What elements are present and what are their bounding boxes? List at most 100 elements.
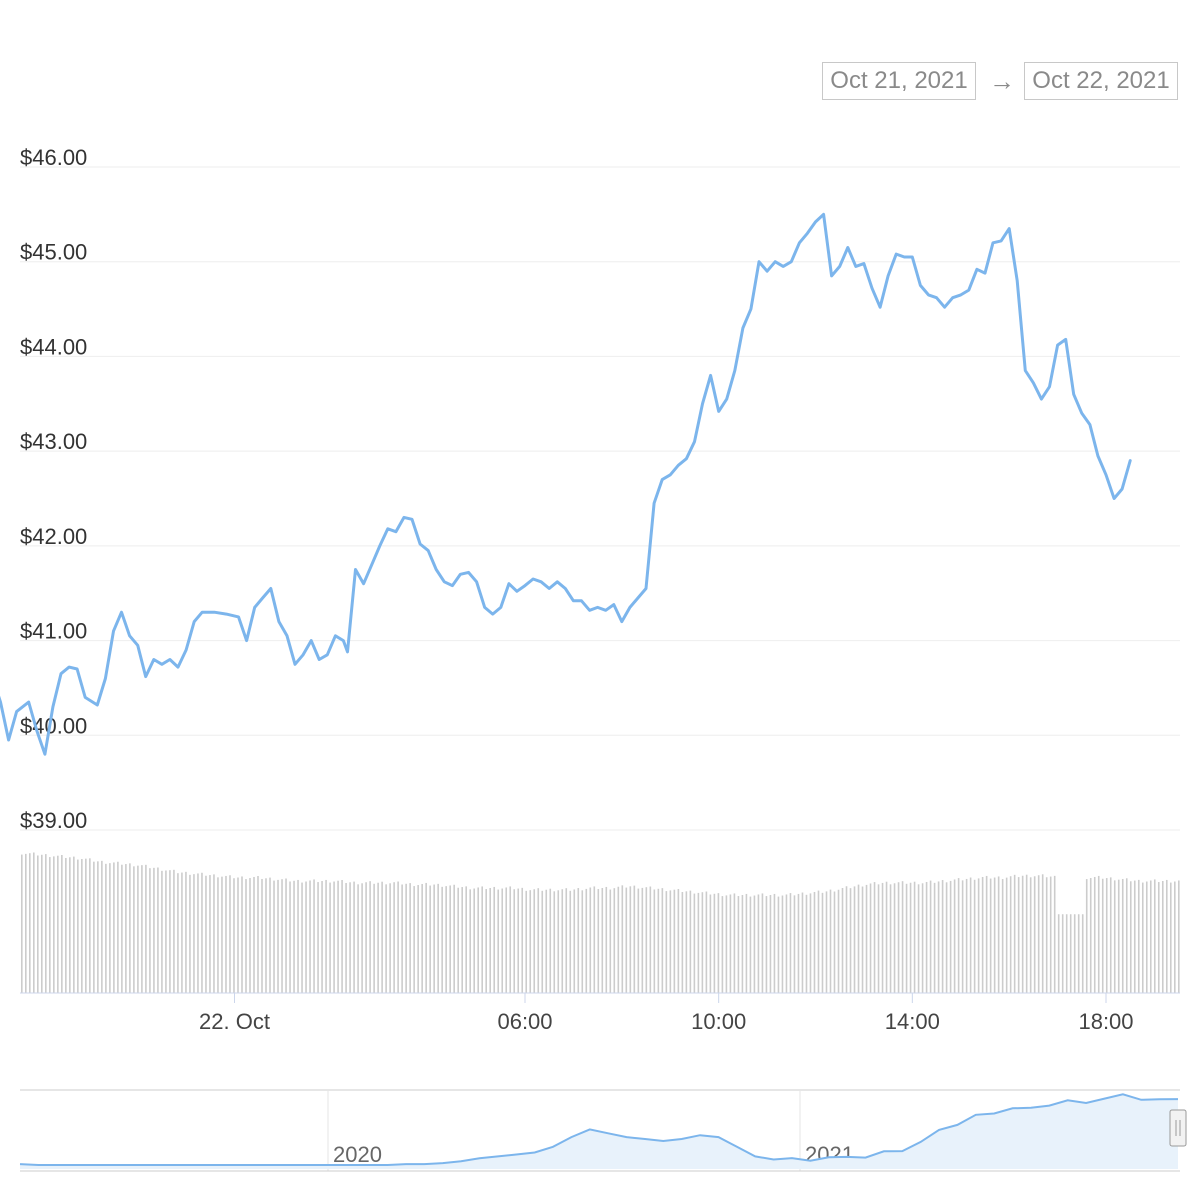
volume-bar — [545, 889, 548, 993]
volume-bar — [817, 890, 820, 993]
volume-bar — [689, 890, 692, 993]
volume-bar — [841, 887, 844, 993]
volume-bar — [405, 883, 407, 993]
volume-bar — [505, 887, 508, 993]
volume-bar — [1061, 914, 1064, 993]
volume-bar — [345, 882, 347, 993]
volume-bar — [617, 886, 620, 993]
volume-bar — [129, 863, 131, 993]
volume-bar — [441, 886, 443, 993]
volume-bar — [649, 886, 652, 993]
volume-bar — [937, 881, 940, 993]
y-tick-label: $43.00 — [20, 429, 87, 454]
volume-bar — [609, 889, 612, 993]
range-from-input[interactable]: Oct 21, 2021 — [822, 62, 976, 100]
volume-bar — [673, 889, 676, 993]
range-to-input[interactable]: Oct 22, 2021 — [1024, 62, 1178, 100]
volume-bar — [717, 893, 720, 993]
volume-bar — [477, 887, 479, 993]
volume-bar — [501, 888, 504, 993]
volume-bar — [1053, 875, 1056, 993]
volume-bar — [325, 879, 327, 993]
volume-bar — [869, 883, 872, 993]
volume-bar — [81, 858, 83, 993]
volume-bar — [1013, 874, 1016, 993]
y-tick-label: $41.00 — [20, 619, 87, 644]
volume-bar — [777, 896, 780, 993]
volume-bar — [693, 893, 696, 993]
volume-bar — [721, 896, 724, 993]
volume-bar — [1049, 876, 1052, 993]
volume-bar — [213, 874, 215, 993]
volume-bar — [629, 886, 632, 993]
volume-bar — [125, 864, 127, 993]
volume-bar — [21, 854, 23, 993]
volume-bar — [193, 874, 195, 993]
volume-bar — [577, 888, 580, 993]
volume-bar — [353, 881, 355, 993]
volume-bar — [461, 887, 463, 993]
navigator-handle[interactable] — [1169, 1109, 1187, 1147]
volume-bar — [801, 892, 804, 993]
volume-bar — [1097, 875, 1100, 993]
volume-bar — [985, 875, 988, 993]
volume-bar — [825, 891, 828, 993]
volume-bar — [77, 859, 79, 993]
volume-bar — [273, 880, 275, 993]
volume-bar — [485, 889, 488, 993]
volume-bar — [177, 873, 179, 993]
volume-bar — [173, 869, 175, 993]
volume-bar — [929, 880, 932, 993]
navigator[interactable]: 2020 2021 — [19, 1089, 1187, 1172]
volume-bar — [949, 880, 952, 993]
volume-bar — [333, 881, 335, 993]
volume-bar — [685, 891, 688, 993]
volume-bar — [45, 854, 47, 993]
volume-bar — [269, 877, 271, 993]
volume-bar — [169, 870, 171, 993]
volume-bar — [1117, 879, 1120, 993]
range-arrow-icon: → — [989, 66, 1015, 96]
volume-bar — [181, 872, 183, 993]
volume-bar — [201, 872, 203, 993]
volume-bar — [421, 883, 423, 993]
x-tick-label: 22. Oct — [199, 1009, 270, 1034]
volume-bar — [553, 891, 556, 993]
volume-bar — [785, 894, 788, 993]
volume-bar — [585, 888, 588, 993]
grid-lines — [20, 166, 1180, 831]
volume-bar — [1129, 881, 1132, 993]
volume-bar — [473, 888, 475, 993]
volume-bar — [321, 881, 323, 993]
volume-bar — [257, 876, 259, 993]
volume-bar — [241, 876, 243, 993]
volume-bar — [853, 886, 856, 993]
volume-bar — [305, 881, 307, 993]
volume-bar — [445, 886, 447, 993]
volume-bar — [709, 894, 712, 993]
volume-bar — [837, 889, 840, 993]
volume-bar — [245, 879, 247, 993]
volume-bar — [549, 888, 552, 993]
volume-bar — [1081, 914, 1084, 993]
volume-bar — [229, 875, 231, 993]
volume-bar — [297, 879, 299, 993]
y-tick-label: $42.00 — [20, 524, 87, 549]
volume-bar — [1005, 877, 1008, 993]
volume-bar — [265, 878, 267, 993]
volume-bar — [733, 893, 736, 993]
volume-bar — [889, 884, 892, 993]
volume-bar — [1153, 879, 1156, 993]
y-tick-label: $46.00 — [20, 145, 87, 170]
volume-bar — [157, 867, 159, 993]
volume-bar — [233, 878, 235, 993]
volume-bar — [389, 883, 391, 993]
volume-bar — [881, 882, 884, 993]
volume-bar — [661, 888, 664, 993]
volume-bar — [761, 893, 764, 993]
volume-bar — [1165, 879, 1168, 993]
volume-bar — [741, 895, 744, 993]
volume-bar — [429, 885, 431, 993]
volume-bar — [697, 892, 700, 993]
volume-bar — [277, 879, 279, 993]
